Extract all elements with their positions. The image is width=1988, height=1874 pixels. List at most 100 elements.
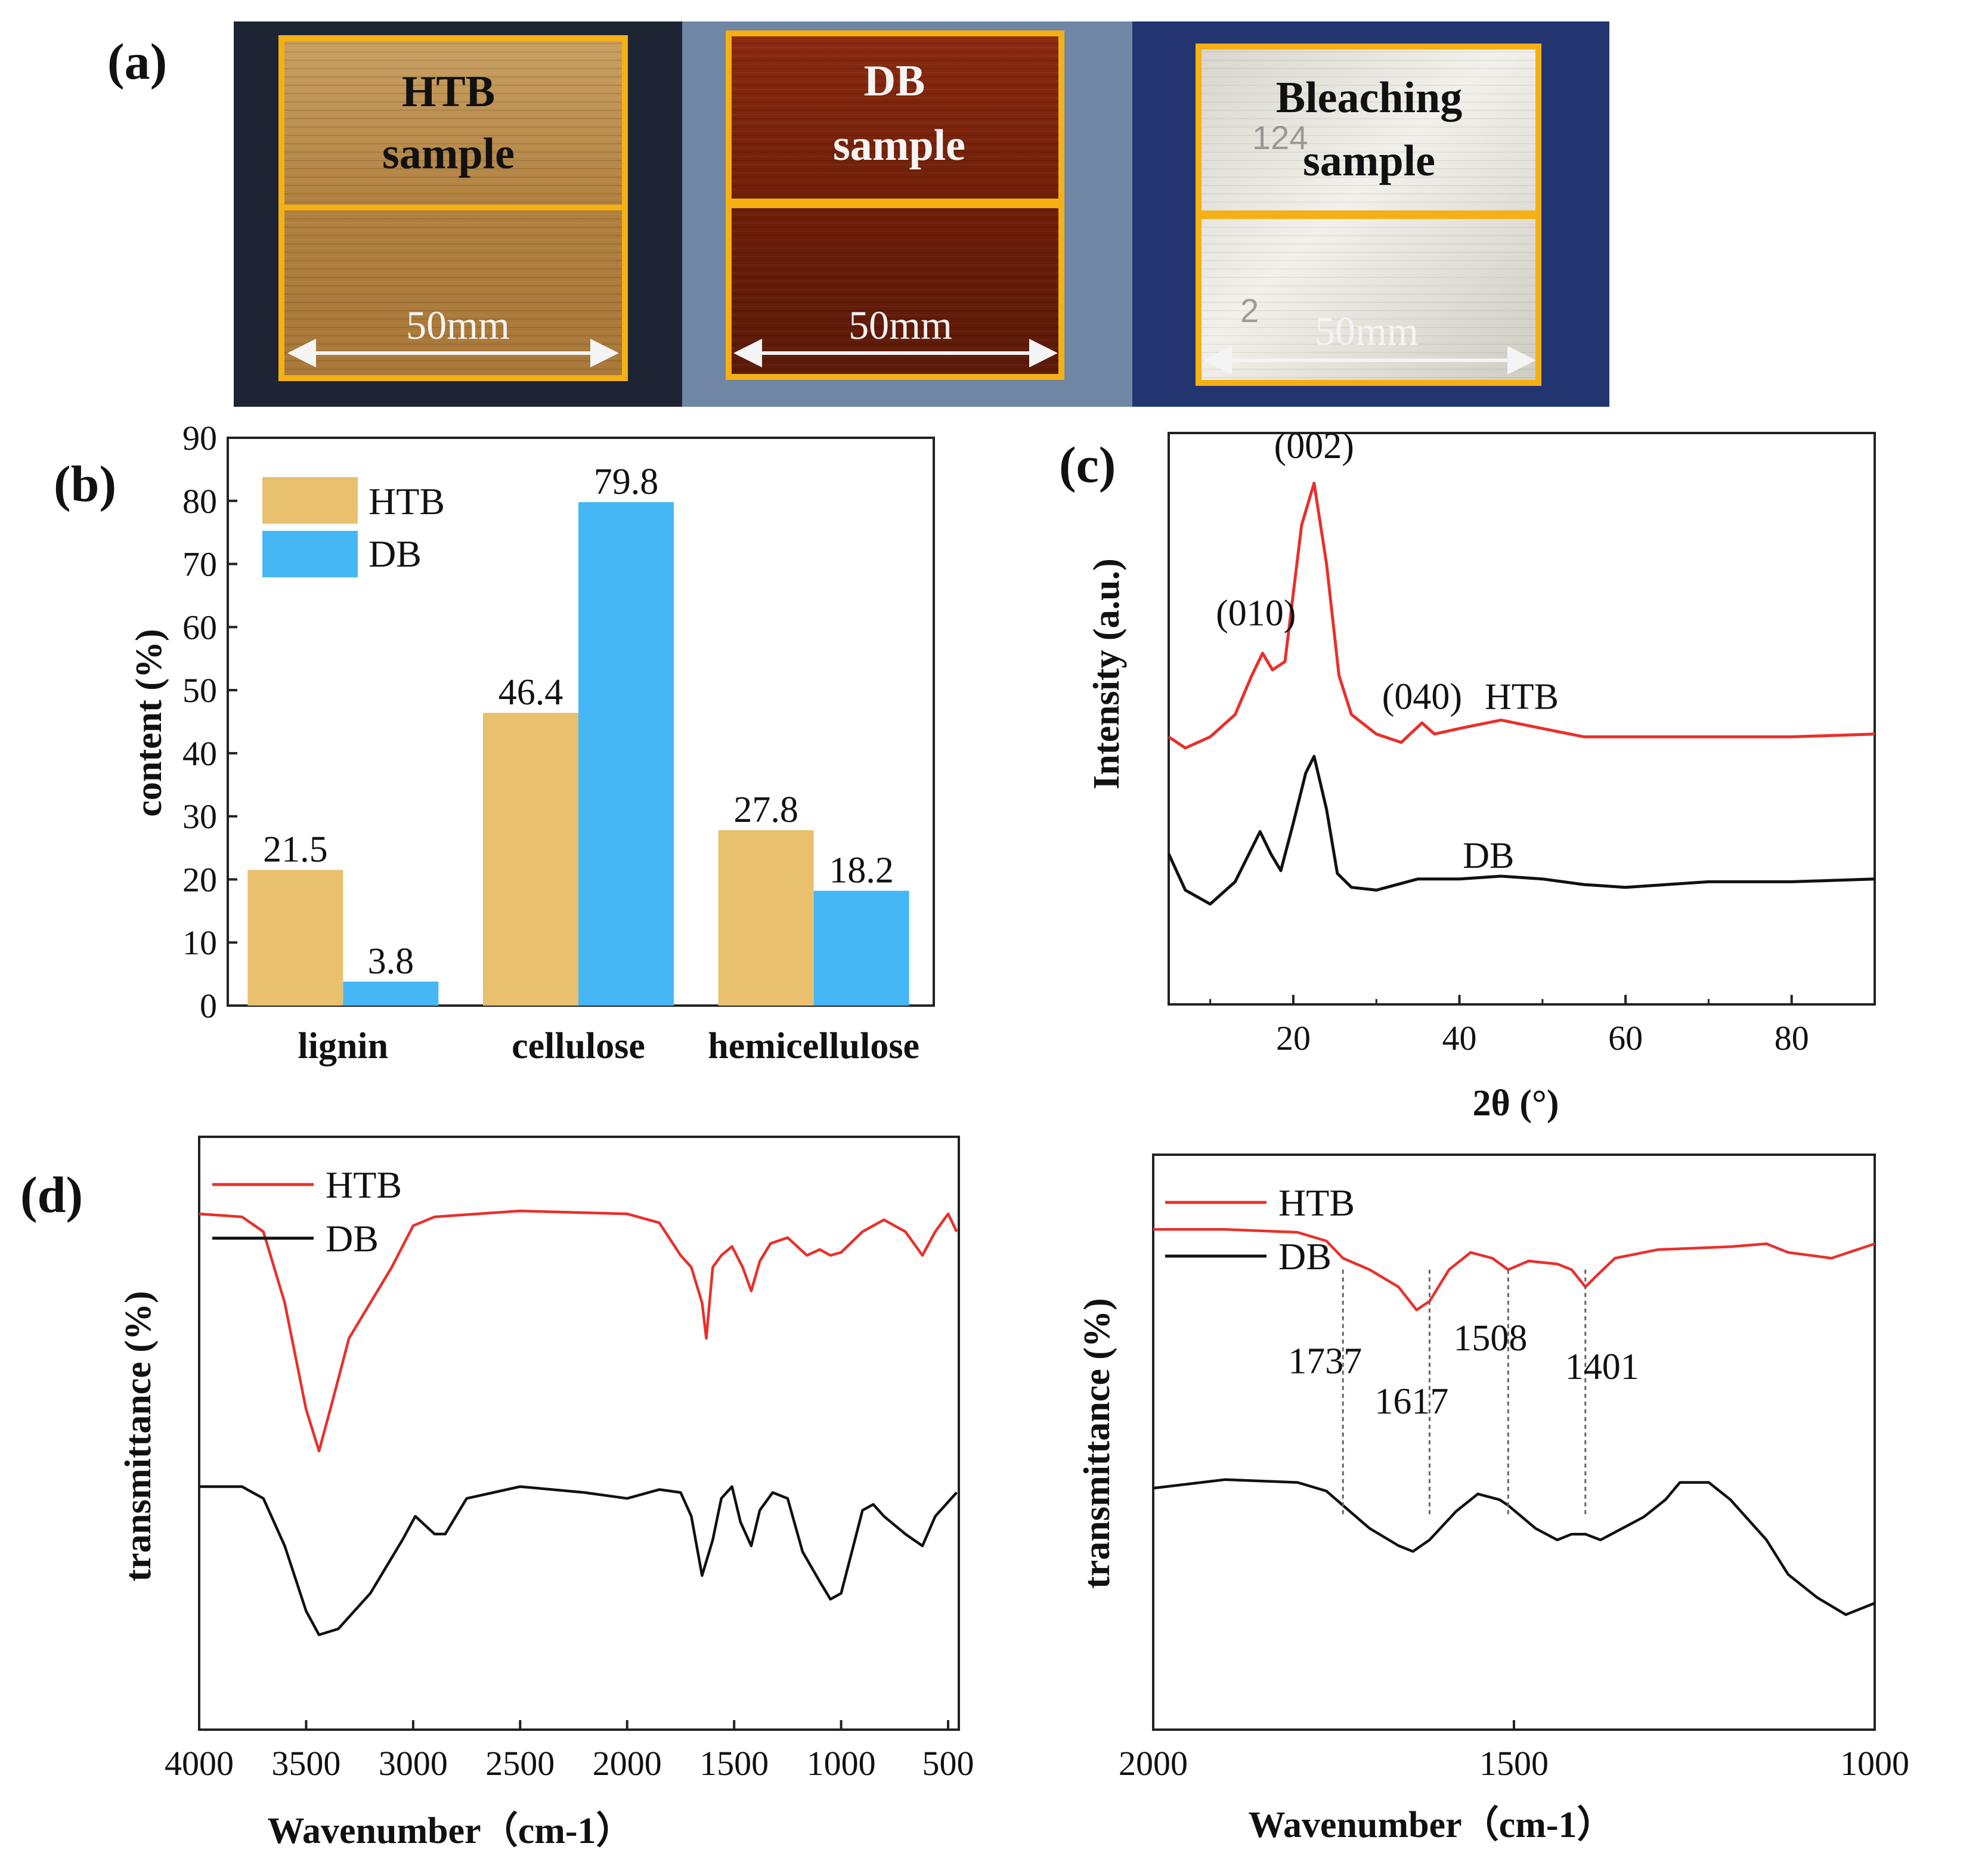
chart-frame [198,1136,960,1731]
bar-value-label: 18.2 [829,850,894,890]
legend-label-htb: HTB [369,480,445,522]
bar-value-label: 79.8 [594,462,659,502]
photo-htb-line2: sample [382,129,515,178]
legend-swatch-db [262,531,358,577]
y-tick-label: 70 [182,545,217,584]
x-tick-label: 80 [1775,1019,1809,1057]
x-tick-label: 500 [922,1744,974,1783]
photo-htb-line1: HTB [402,67,495,116]
photo-bleach: 124 2 Bleaching sample 50mm [1196,44,1541,386]
legend-label-db: DB [1278,1235,1331,1278]
y-tick-label: 30 [182,797,217,836]
bar-value-label: 3.8 [368,941,414,982]
x-category-label: lignin [298,1026,389,1066]
xrd-line-htb [1168,481,1875,750]
photo-bleach-line1: Bleaching [1276,73,1462,122]
y-axis-label: transmittance (%) [1077,1298,1117,1588]
photo-db-line1: DB [864,57,925,106]
y-axis-label: transmittance (%) [118,1291,159,1581]
peak-label-010: (010) [1216,593,1296,633]
x-tick-label: 1000 [1840,1744,1909,1783]
photo-htb-dimension: 50mm [406,302,510,348]
x-tick-label: 1500 [699,1744,769,1783]
x-tick-label: 3000 [379,1744,448,1783]
chart-d-right: 2000 1500 1000 HTB DB Wavenumber（cm-1） transmi… [1077,1154,1909,1845]
chart-d-left: 4000 3500 3000 2500 2000 1500 1000 500 HTB DB Wave… [118,1136,974,1851]
x-tick-label: 2000 [1119,1744,1188,1783]
legend-swatch-htb [262,477,358,524]
photo-db-frame-top [726,30,1064,205]
x-tick-label: 3500 [271,1744,340,1783]
ftir-line-db [1153,1478,1875,1616]
ftir-line-htb [1153,1228,1875,1312]
panel-label-d: (d) [20,1166,83,1223]
xrd-line-db [1167,754,1875,906]
chart-b: 0 10 20 30 40 50 60 70 80 90 21.5 3.8 lignin 46.4 79.8… [129,419,935,1066]
bar-value-label: 27.8 [733,790,798,830]
y-tick-label: 60 [182,608,217,647]
x-tick-label: 20 [1276,1019,1311,1057]
y-tick-label: 0 [200,987,217,1025]
x-tick-label: 2000 [593,1744,662,1783]
bar-db-hemicellulose [813,890,909,1006]
bar-value-label: 21.5 [263,830,328,870]
panel-label-c: (c) [1059,436,1116,493]
peak-label-040: (040) [1382,677,1462,718]
y-tick-label: 90 [182,419,217,457]
y-tick-label: 50 [182,671,217,710]
marker-label-1617: 1617 [1374,1381,1448,1422]
x-tick-label: 1500 [1479,1744,1549,1783]
y-tick-label: 20 [182,860,217,899]
legend-label-htb: HTB [1278,1182,1355,1224]
x-tick-label: 60 [1608,1019,1643,1057]
photo-bleach-line2: sample [1303,137,1435,185]
marker-label-1508: 1508 [1453,1318,1527,1359]
photo-htb-frame-bottom [278,205,628,381]
ftir-line-htb [199,1210,958,1453]
bar-htb-lignin [247,870,343,1006]
photo-bleach-mark-2: 2 [1240,292,1259,329]
photo-bleach-frame-bottom [1196,213,1541,386]
x-axis-label: 2θ (°) [1473,1083,1559,1124]
chart-c: 20 40 60 80 (010) (002) (040) HTB DB 2θ (°) Intens… [1086,426,1876,1124]
photo-htb: HTB sample 50mm [278,35,628,381]
series-label-db: DB [1463,836,1514,876]
y-tick-label: 40 [182,734,217,773]
peak-label-002: (002) [1274,426,1354,466]
photo-db-line2: sample [833,121,965,170]
marker-label-1737: 1737 [1288,1341,1362,1381]
bar-db-lignin [343,981,439,1006]
panel-label-b: (b) [54,455,116,512]
y-axis-label: content (%) [129,629,169,817]
ftir-line-db [199,1485,958,1637]
legend-label-htb: HTB [326,1164,402,1206]
y-tick-label: 80 [182,482,217,521]
panel-label-a: (a) [107,33,167,90]
photo-db: DB sample 50mm [726,30,1064,380]
x-tick-label: 40 [1442,1019,1477,1057]
x-tick-label: 2500 [485,1744,555,1783]
photo-bleach-mark-1: 124 [1252,119,1308,156]
photo-db-frame-bottom [726,202,1064,380]
x-tick-label: 1000 [807,1744,876,1783]
bar-htb-cellulose [483,713,578,1006]
x-category-label: cellulose [512,1026,645,1066]
x-axis-label: Wavenumber（cm-1） [1248,1804,1614,1845]
chart-c-frame [1168,432,1876,1006]
y-tick-label: 10 [182,923,217,962]
bar-db-cellulose [578,502,674,1006]
marker-label-1401: 1401 [1565,1347,1639,1387]
chart-frame [1152,1154,1876,1731]
series-label-htb: HTB [1485,677,1559,718]
photo-bleach-dimension: 50mm [1315,308,1419,354]
legend-label-db: DB [326,1217,379,1260]
x-category-label: hemicellulose [708,1026,919,1066]
x-tick-label: 4000 [165,1744,234,1783]
y-axis-label: Intensity (a.u.) [1086,558,1127,790]
legend-label-db: DB [369,533,422,575]
bar-value-label: 46.4 [498,672,563,713]
bar-htb-hemicellulose [718,830,814,1006]
photo-db-dimension: 50mm [849,302,952,348]
photo-strip: HTB sample 50mm DB sample 50mm 124 2 Ble… [234,21,1609,407]
